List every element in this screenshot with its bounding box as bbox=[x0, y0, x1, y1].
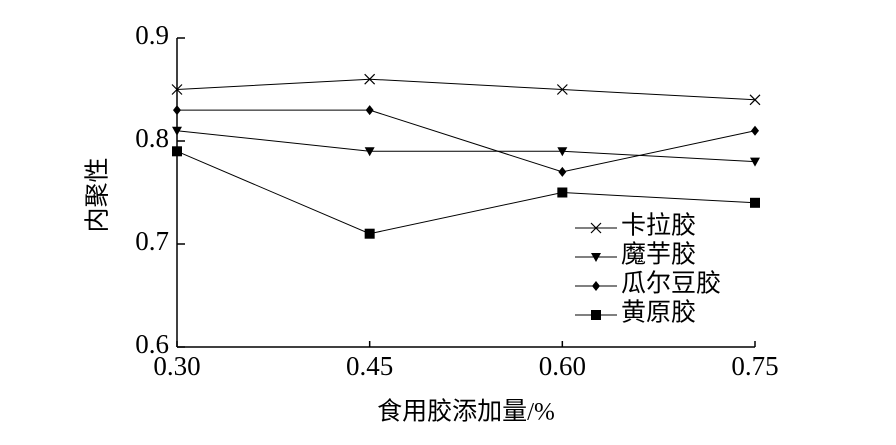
legend-marker bbox=[592, 281, 600, 291]
marker bbox=[365, 105, 374, 116]
marker bbox=[173, 105, 181, 116]
marker bbox=[364, 228, 375, 239]
legend-marker bbox=[591, 253, 601, 262]
legend-marker bbox=[590, 222, 602, 234]
marker bbox=[364, 73, 376, 85]
marker bbox=[750, 157, 760, 167]
marker bbox=[750, 197, 760, 208]
legend-marker bbox=[591, 310, 601, 320]
series-line bbox=[177, 109, 756, 173]
x-axis-label: 食用胶添加量/% bbox=[377, 398, 555, 426]
y-tick-label: 0.8 bbox=[135, 123, 169, 153]
series-line bbox=[176, 130, 756, 163]
series-line bbox=[176, 150, 756, 235]
y-tick-label: 0.6 bbox=[135, 329, 169, 359]
marker bbox=[172, 126, 182, 136]
legend-label: 魔芋胶 bbox=[621, 241, 696, 269]
marker bbox=[172, 146, 182, 157]
marker bbox=[751, 125, 759, 136]
x-tick-label: 0.60 bbox=[539, 351, 586, 381]
x-tick-label: 0.30 bbox=[153, 351, 200, 381]
y-axis-label: 内聚性 bbox=[84, 157, 112, 232]
legend-label: 瓜尔豆胶 bbox=[621, 270, 721, 298]
series-line bbox=[176, 78, 756, 101]
y-tick-label: 0.7 bbox=[135, 226, 169, 256]
marker bbox=[171, 84, 183, 95]
marker bbox=[749, 94, 761, 106]
marker bbox=[558, 166, 567, 177]
marker bbox=[364, 147, 375, 157]
x-tick-label: 0.75 bbox=[731, 351, 778, 381]
legend-label: 黄原胶 bbox=[621, 299, 696, 327]
legend-label: 卡拉胶 bbox=[621, 212, 696, 240]
marker bbox=[557, 147, 568, 157]
marker bbox=[557, 187, 568, 198]
y-tick-label: 0.9 bbox=[135, 20, 169, 50]
x-tick-label: 0.45 bbox=[346, 351, 393, 381]
marker bbox=[556, 84, 568, 95]
